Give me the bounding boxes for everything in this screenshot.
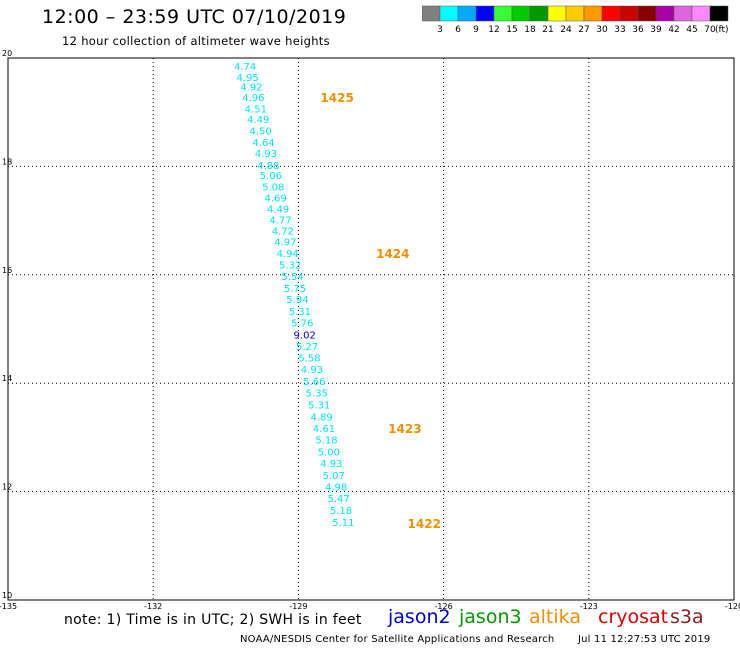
wave-height-point: 5.94 [286,295,308,306]
scale-label: 30 [596,25,608,35]
scale-label: 6 [455,25,461,35]
scale-label: 3 [437,25,443,35]
wave-height-point: 5.31 [308,400,330,411]
wave-height-point: 4.97 [274,238,296,249]
pass-time-label: 1422 [408,517,441,531]
scale-label: 24 [560,25,572,35]
scale-label: 33 [614,25,625,35]
wave-height-point: 4.50 [250,127,272,138]
pass-time-label: 1425 [320,91,353,105]
wave-height-point: 5.35 [306,388,328,399]
legend-jason3: jason3 [459,606,522,628]
wave-height-point: 5.06 [260,171,282,182]
wave-height-point: 5.18 [315,436,337,447]
wave-height-color-scale: 3 6 9 12 15 18 21 24 27 30 33 36 39 42 45 70 (ft) [422,5,729,35]
wave-height-point: 4.72 [272,226,294,237]
plot-frame [7,57,735,601]
wave-height-point: 4.96 [242,93,264,104]
x-tick-label: -126 [435,602,453,610]
wave-height-point: 5.18 [330,506,352,517]
y-tick-label: 14 [2,374,12,383]
wave-height-point: 4.74 [234,62,256,73]
wave-height-point: 5.31 [289,307,311,318]
wave-height-point: 5.66 [303,377,325,388]
scale-label: 9 [473,25,479,35]
chart-subtitle: 12 hour collection of altimeter wave hei… [62,34,330,48]
wave-height-point: 5.47 [327,494,349,505]
scale-label: 36 [632,25,644,35]
legend-cryosat: cryosat [598,606,669,628]
wave-height-point: 5.32 [279,261,301,272]
wave-height-point: 4.94 [277,249,299,260]
legend-altika: altika [529,606,581,628]
y-tick-label: 12 [2,483,12,492]
generation-timestamp: Jul 11 12:27:53 UTC 2019 [578,634,711,645]
wave-height-point: 5.27 [296,342,318,353]
altimeter-plot: 10 12 14 16 18 20 -135 -132 -129 -126 -123 -120 4.74… [0,49,740,610]
x-tick-label: -129 [289,602,307,610]
wave-height-point: 4.98 [325,483,347,494]
scale-label: 27 [578,25,589,35]
scale-label: 45 [686,25,697,35]
scale-label: 70 [704,25,716,35]
wave-height-point: 5.08 [262,182,284,193]
y-tick-label: 16 [2,266,12,275]
wave-height-point: 5.07 [323,471,345,482]
scale-label: 42 [668,25,679,35]
scale-label: 21 [542,25,553,35]
scale-label: 39 [650,25,662,35]
scale-label: 18 [524,25,536,35]
wave-height-point: 4.51 [245,104,267,115]
legend-jason2: jason2 [388,606,451,628]
wave-height-point: 4.92 [240,83,262,94]
wave-height-point: 5.54 [281,272,303,283]
wave-height-point: 5.75 [284,284,306,295]
wave-height-point: 9.02 [294,330,316,341]
chart-title: 12:00 – 23:59 UTC 07/10/2019 [42,6,347,28]
scale-swatch [709,5,729,22]
wave-height-point: 4.93 [255,149,277,160]
wave-height-point: 4.88 [257,161,279,172]
legend-s3a: s3a [670,606,704,628]
y-tick-label: 20 [2,49,12,58]
pass-time-label: 1423 [388,422,421,436]
wave-height-point: 4.77 [269,216,291,227]
wave-height-point: 5.00 [318,447,340,458]
wave-height-point: 5.76 [291,318,313,329]
x-tick-label: -135 [0,602,17,610]
y-tick-label: 10 [2,591,12,600]
x-tick-label: -120 [725,602,740,610]
scale-label: 15 [506,25,517,35]
wave-height-point: 5.58 [298,354,320,365]
scale-label: 12 [488,25,499,35]
wave-height-point: 4.69 [265,193,287,204]
wave-height-point: 5.11 [332,518,354,529]
wave-height-point: 4.61 [313,424,335,435]
wave-height-point: 4.93 [320,459,342,470]
x-tick-label: -132 [144,602,162,610]
wave-height-point: 4.49 [247,115,269,126]
pass-time-label: 1424 [376,247,409,261]
wave-height-point: 4.89 [310,412,332,423]
wave-height-point: 4.95 [236,73,258,84]
wave-height-point: 4.93 [301,365,323,376]
wave-height-point: 4.49 [267,205,289,216]
y-tick-label: 18 [2,157,12,166]
credit-line: NOAA/NESDIS Center for Satellite Applica… [240,634,555,645]
scale-unit: (ft) [715,25,729,35]
footer-note: note: 1) Time is in UTC; 2) SWH is in fe… [64,612,362,628]
x-tick-label: -123 [580,602,598,610]
wave-height-point: 4.64 [252,138,274,149]
